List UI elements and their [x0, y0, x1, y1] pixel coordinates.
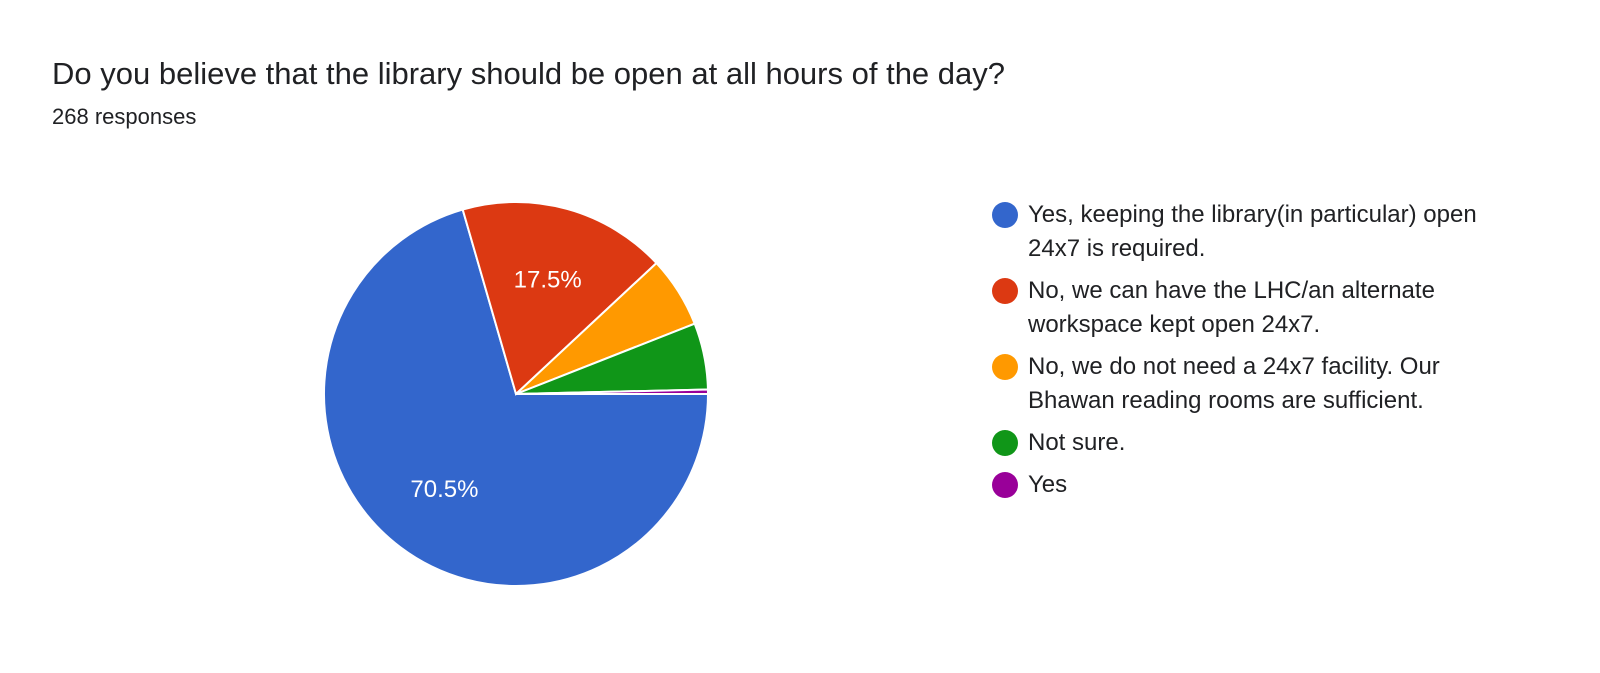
legend-item: No, we can have the LHC/an alternate wor… [990, 274, 1510, 342]
slice-data-label: 17.5% [514, 266, 582, 293]
chart-title: Do you believe that the library should b… [52, 56, 1006, 91]
legend-label: Not sure. [1028, 429, 1126, 456]
legend-label: Yes [1028, 471, 1068, 498]
legend-label: Yes, keeping the library(in particular) … [1028, 201, 1477, 262]
legend-swatch-icon [992, 278, 1018, 304]
legend-swatch-icon [992, 202, 1018, 228]
legend-swatch-icon [992, 354, 1018, 380]
legend-label: No, we do not need a 24x7 facility. Our … [1028, 353, 1440, 414]
legend-item: Yes, keeping the library(in particular) … [990, 198, 1510, 266]
pie-slice [461, 201, 658, 396]
legend-label: No, we can have the LHC/an alternate wor… [1028, 277, 1435, 338]
legend: Yes, keeping the library(in particular) … [990, 198, 1510, 510]
response-count: 268 responses [52, 104, 197, 129]
legend-swatch-icon [992, 472, 1018, 498]
pie-slice [515, 388, 710, 395]
pie-slice [323, 208, 710, 587]
legend-item: Yes [990, 468, 1510, 502]
legend-swatch-icon [992, 430, 1018, 456]
legend-item: No, we do not need a 24x7 facility. Our … [990, 350, 1510, 418]
legend-item: Not sure. [990, 426, 1510, 460]
slice-data-label: 70.5% [410, 476, 478, 503]
